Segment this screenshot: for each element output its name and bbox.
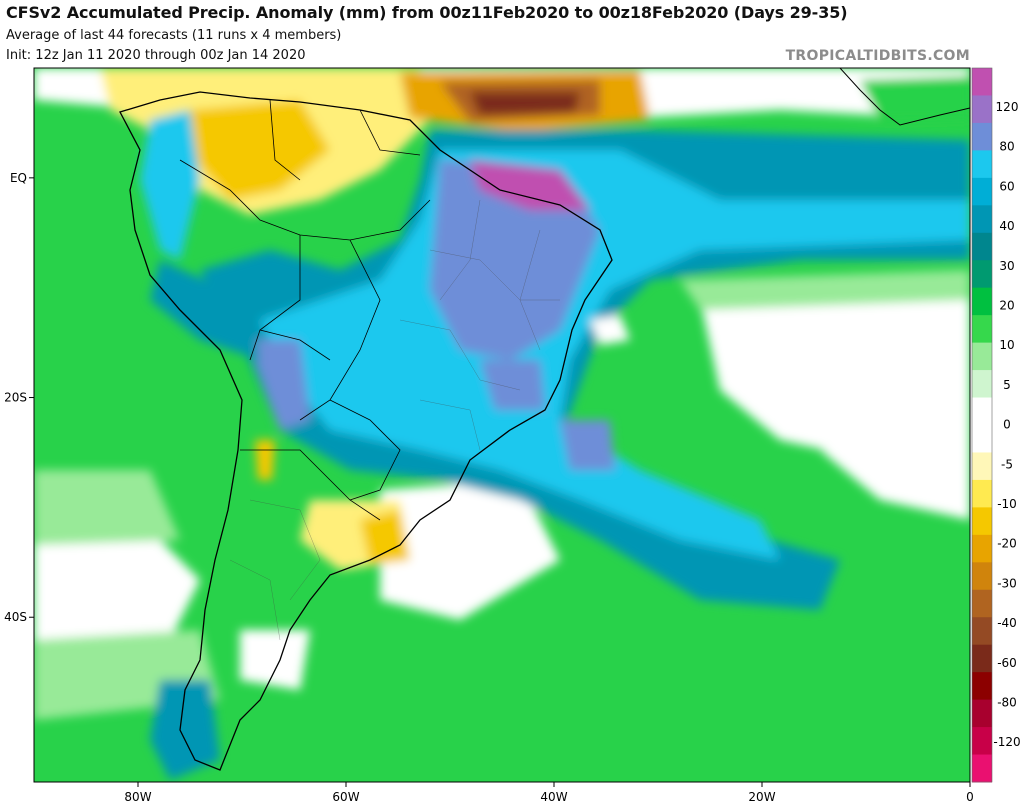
lon-tick-label: 0 (966, 790, 974, 803)
lon-tick-label: 80W (124, 790, 151, 803)
colorbar-swatch (972, 425, 992, 453)
colorbar-label: 0 (1003, 418, 1011, 432)
colorbar-swatch (972, 589, 992, 618)
colorbar-label: -80 (997, 696, 1017, 710)
init-time: Init: 12z Jan 11 2020 through 00z Jan 14… (6, 48, 306, 63)
colorbar-label: 10 (999, 338, 1014, 352)
colorbar-label: 20 (999, 299, 1014, 313)
colorbar-swatch (972, 507, 992, 536)
colorbar-swatch (972, 534, 992, 563)
colorbar-swatch (972, 260, 992, 289)
coastline (119, 91, 613, 771)
colorbar: 120 80 60 40 30 20 10 5 0 -5 -10 -20 -30 -40 -60 -80 -12… (971, 67, 1021, 783)
site-watermark: TROPICALTIDBITS.COM (785, 48, 970, 64)
colorbar-label: -60 (997, 656, 1017, 670)
colorbar-swatch (972, 68, 992, 96)
lat-tick-label: 40S (4, 610, 27, 624)
anomaly-field (34, 68, 970, 782)
colorbar-label: -40 (997, 616, 1017, 630)
country-borders (179, 99, 431, 521)
latitude-axis: EQ 20S 40S (4, 171, 34, 624)
colorbar-label: -5 (1001, 457, 1013, 471)
colorbar-swatch (972, 370, 992, 399)
lon-tick-label: 20W (748, 790, 775, 803)
lon-tick-label: 60W (332, 790, 359, 803)
colorbar-swatch (972, 699, 992, 728)
colorbar-label: 30 (999, 259, 1014, 273)
colorbar-swatch (972, 617, 992, 646)
colorbar-swatch (972, 452, 992, 481)
colorbar-label: 80 (999, 140, 1014, 154)
lat-tick-label: EQ (10, 171, 27, 185)
colorbar-swatch (972, 122, 992, 151)
map-title: CFSv2 Accumulated Precip. Anomaly (mm) f… (6, 3, 848, 22)
colorbar-label: 5 (1003, 378, 1011, 392)
map-frame (33, 67, 971, 783)
colorbar-swatch (972, 95, 992, 124)
longitude-axis: 80W 60W 40W 20W 0 (124, 782, 974, 803)
colorbar-label: 40 (999, 219, 1014, 233)
colorbar-swatch (972, 177, 992, 206)
lon-tick-label: 40W (540, 790, 567, 803)
colorbar-swatch (972, 727, 992, 756)
colorbar-label: -120 (993, 735, 1020, 749)
colorbar-label: -10 (997, 497, 1017, 511)
colorbar-swatch (972, 287, 992, 316)
state-borders (229, 199, 560, 641)
map-subtitle: Average of last 44 forecasts (11 runs x … (6, 28, 342, 43)
colorbar-swatch (972, 397, 992, 426)
colorbar-label: 120 (996, 100, 1019, 114)
colorbar-swatch (972, 342, 992, 371)
colorbar-swatch (972, 205, 992, 234)
colorbar-swatch (972, 644, 992, 673)
colorbar-label: -30 (997, 576, 1017, 590)
africa-coastline (839, 68, 970, 126)
colorbar-frame (971, 67, 993, 783)
lat-tick-label: 20S (4, 391, 27, 405)
colorbar-swatch (972, 479, 992, 508)
colorbar-swatch (972, 315, 992, 344)
colorbar-label: -20 (997, 537, 1017, 551)
colorbar-swatch (972, 232, 992, 261)
colorbar-label: 60 (999, 179, 1014, 193)
colorbar-swatch (972, 562, 992, 591)
colorbar-swatch (972, 672, 992, 701)
colorbar-swatch (972, 150, 992, 179)
colorbar-swatch (972, 754, 992, 783)
